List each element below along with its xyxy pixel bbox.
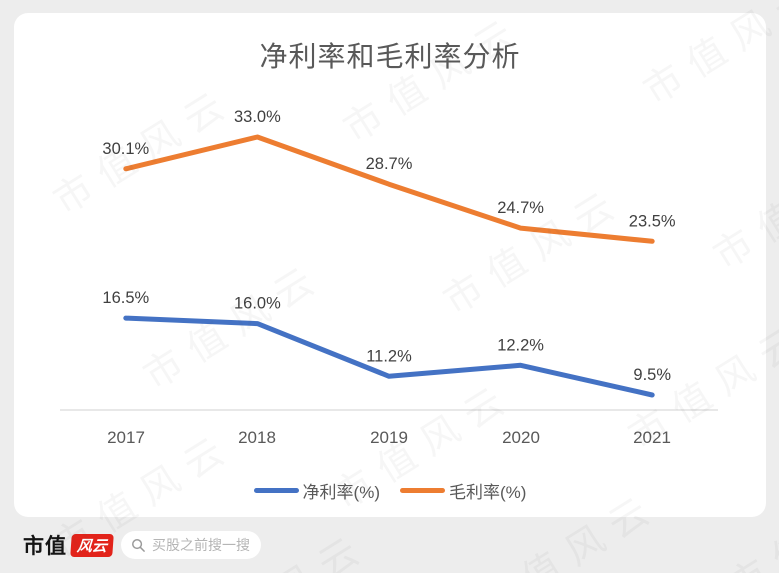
- data-label: 23.5%: [629, 212, 676, 230]
- brand-logo-badge: 风云: [70, 533, 114, 557]
- chart-title: 净利率和毛利率分析: [259, 41, 521, 72]
- series-line-0: [123, 315, 655, 398]
- data-label: 33.0%: [234, 108, 281, 126]
- legend-label-net-margin: 净利率(%): [302, 483, 380, 502]
- data-label: 12.2%: [497, 336, 544, 354]
- x-axis-label-2021: 2021: [633, 428, 671, 447]
- data-label: 24.7%: [497, 199, 544, 217]
- x-axis-label-2019: 2019: [370, 428, 408, 447]
- search-icon: [132, 538, 145, 552]
- data-label: 28.7%: [366, 155, 413, 173]
- legend-item-gross-margin: 毛利率(%): [400, 478, 526, 503]
- series-line-1: [123, 134, 655, 244]
- chart-plot: 16.5% 16.0% 11.2% 12.2% 9.5% 30.1% 33.0% 28.7% 2…: [60, 108, 718, 411]
- data-label: 9.5%: [633, 366, 671, 384]
- legend-marker-net-margin: [253, 488, 299, 493]
- data-label: 16.5%: [102, 289, 149, 307]
- x-axis: 2017 2018 2019 2020 2021: [14, 427, 766, 449]
- legend-item-net-margin: 净利率(%): [253, 478, 380, 503]
- chart-card: 净利率和毛利率分析 16.5% 16.0% 11.2% 12.2% 9.5% 30.1% 3…: [14, 13, 766, 517]
- brand-logo: 市值 风云: [23, 530, 114, 560]
- footer-bar: 市值 风云: [0, 517, 779, 573]
- chart-legend: 净利率(%) 毛利率(%): [14, 478, 766, 503]
- legend-label-gross-margin: 毛利率(%): [449, 483, 527, 502]
- x-axis-label-2018: 2018: [238, 428, 276, 447]
- search-input[interactable]: [146, 537, 261, 553]
- data-label: 30.1%: [102, 140, 149, 158]
- x-axis-label-2017: 2017: [107, 428, 145, 447]
- legend-marker-gross-margin: [400, 488, 445, 493]
- brand-logo-text: 市值: [23, 535, 67, 558]
- data-label: 16.0%: [234, 295, 281, 313]
- data-label: 11.2%: [366, 347, 412, 365]
- search-box[interactable]: [121, 531, 261, 559]
- x-axis-label-2020: 2020: [502, 428, 540, 447]
